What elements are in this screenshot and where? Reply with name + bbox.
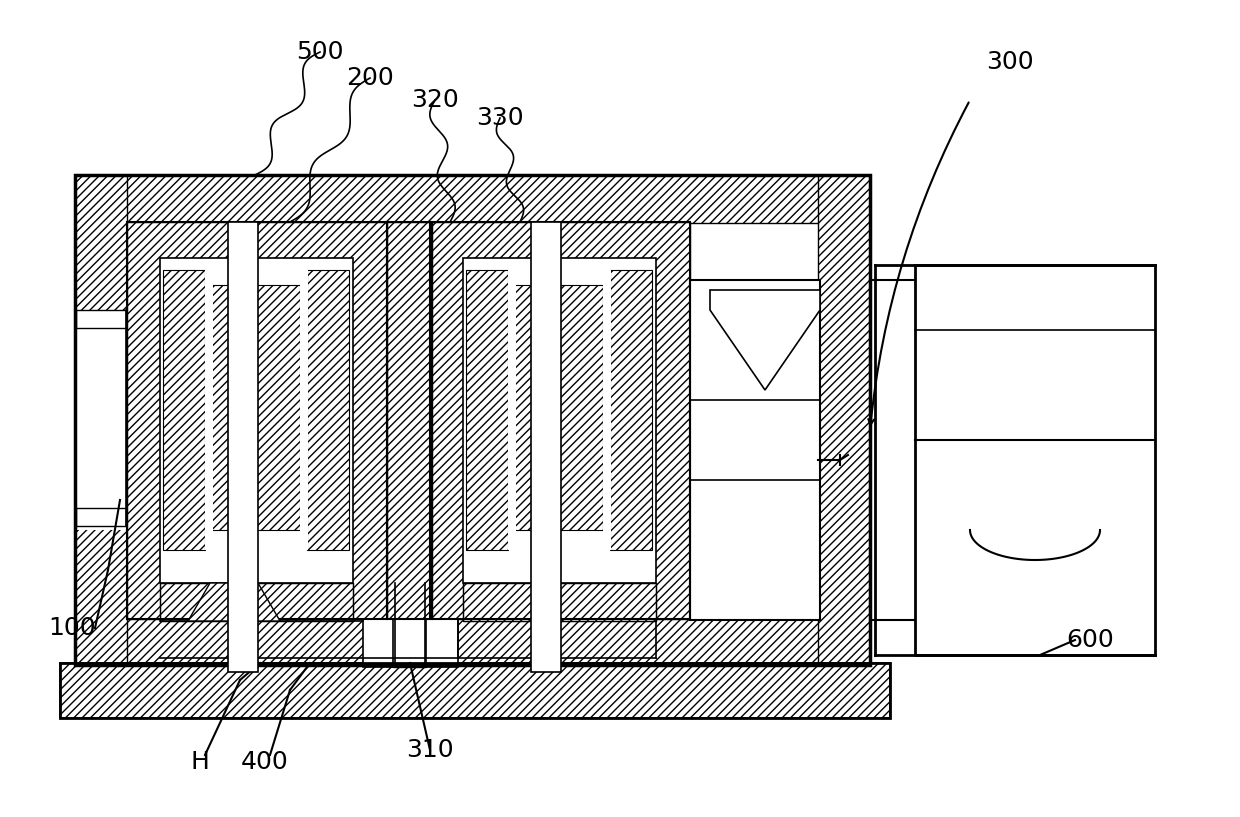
Polygon shape (711, 290, 820, 390)
Bar (508, 270, 516, 550)
Bar (74, 175, 126, 665)
Bar (818, 175, 870, 665)
Bar (603, 270, 611, 550)
Bar (126, 222, 387, 619)
Bar (463, 583, 656, 621)
Text: 330: 330 (476, 106, 523, 130)
Bar (300, 270, 308, 550)
Text: H: H (191, 750, 210, 774)
Bar (393, 619, 427, 667)
Bar (463, 258, 656, 583)
Bar (76, 508, 126, 526)
Bar (76, 310, 126, 530)
Bar (513, 285, 603, 530)
Bar (160, 258, 353, 583)
Bar (531, 222, 560, 672)
Bar (74, 175, 870, 665)
Bar (210, 285, 300, 530)
Bar (60, 663, 890, 718)
Bar (393, 619, 427, 667)
Bar (160, 583, 353, 621)
Bar (466, 270, 508, 550)
Text: 300: 300 (986, 50, 1034, 74)
Bar (915, 265, 1154, 655)
Bar (308, 270, 348, 550)
Bar (74, 175, 870, 223)
Text: 310: 310 (407, 738, 454, 762)
Text: 320: 320 (412, 88, 459, 112)
Text: 600: 600 (1066, 628, 1114, 652)
Bar (60, 663, 890, 718)
Bar (160, 258, 353, 583)
Bar (689, 280, 820, 620)
Bar (363, 619, 458, 667)
Bar (387, 222, 432, 619)
Bar (76, 310, 126, 328)
Bar (387, 222, 432, 619)
Bar (463, 583, 656, 621)
Bar (74, 617, 870, 665)
Bar (430, 222, 689, 619)
Text: 200: 200 (346, 66, 394, 90)
Text: 100: 100 (48, 616, 95, 640)
Text: 400: 400 (241, 750, 289, 774)
Bar (205, 270, 213, 550)
Text: 500: 500 (296, 40, 343, 64)
Bar (162, 270, 205, 550)
Bar (463, 258, 656, 583)
Bar (160, 583, 353, 621)
Bar (430, 222, 689, 619)
Bar (126, 222, 387, 619)
Bar (610, 270, 652, 550)
Polygon shape (188, 583, 280, 621)
Bar (228, 222, 258, 672)
